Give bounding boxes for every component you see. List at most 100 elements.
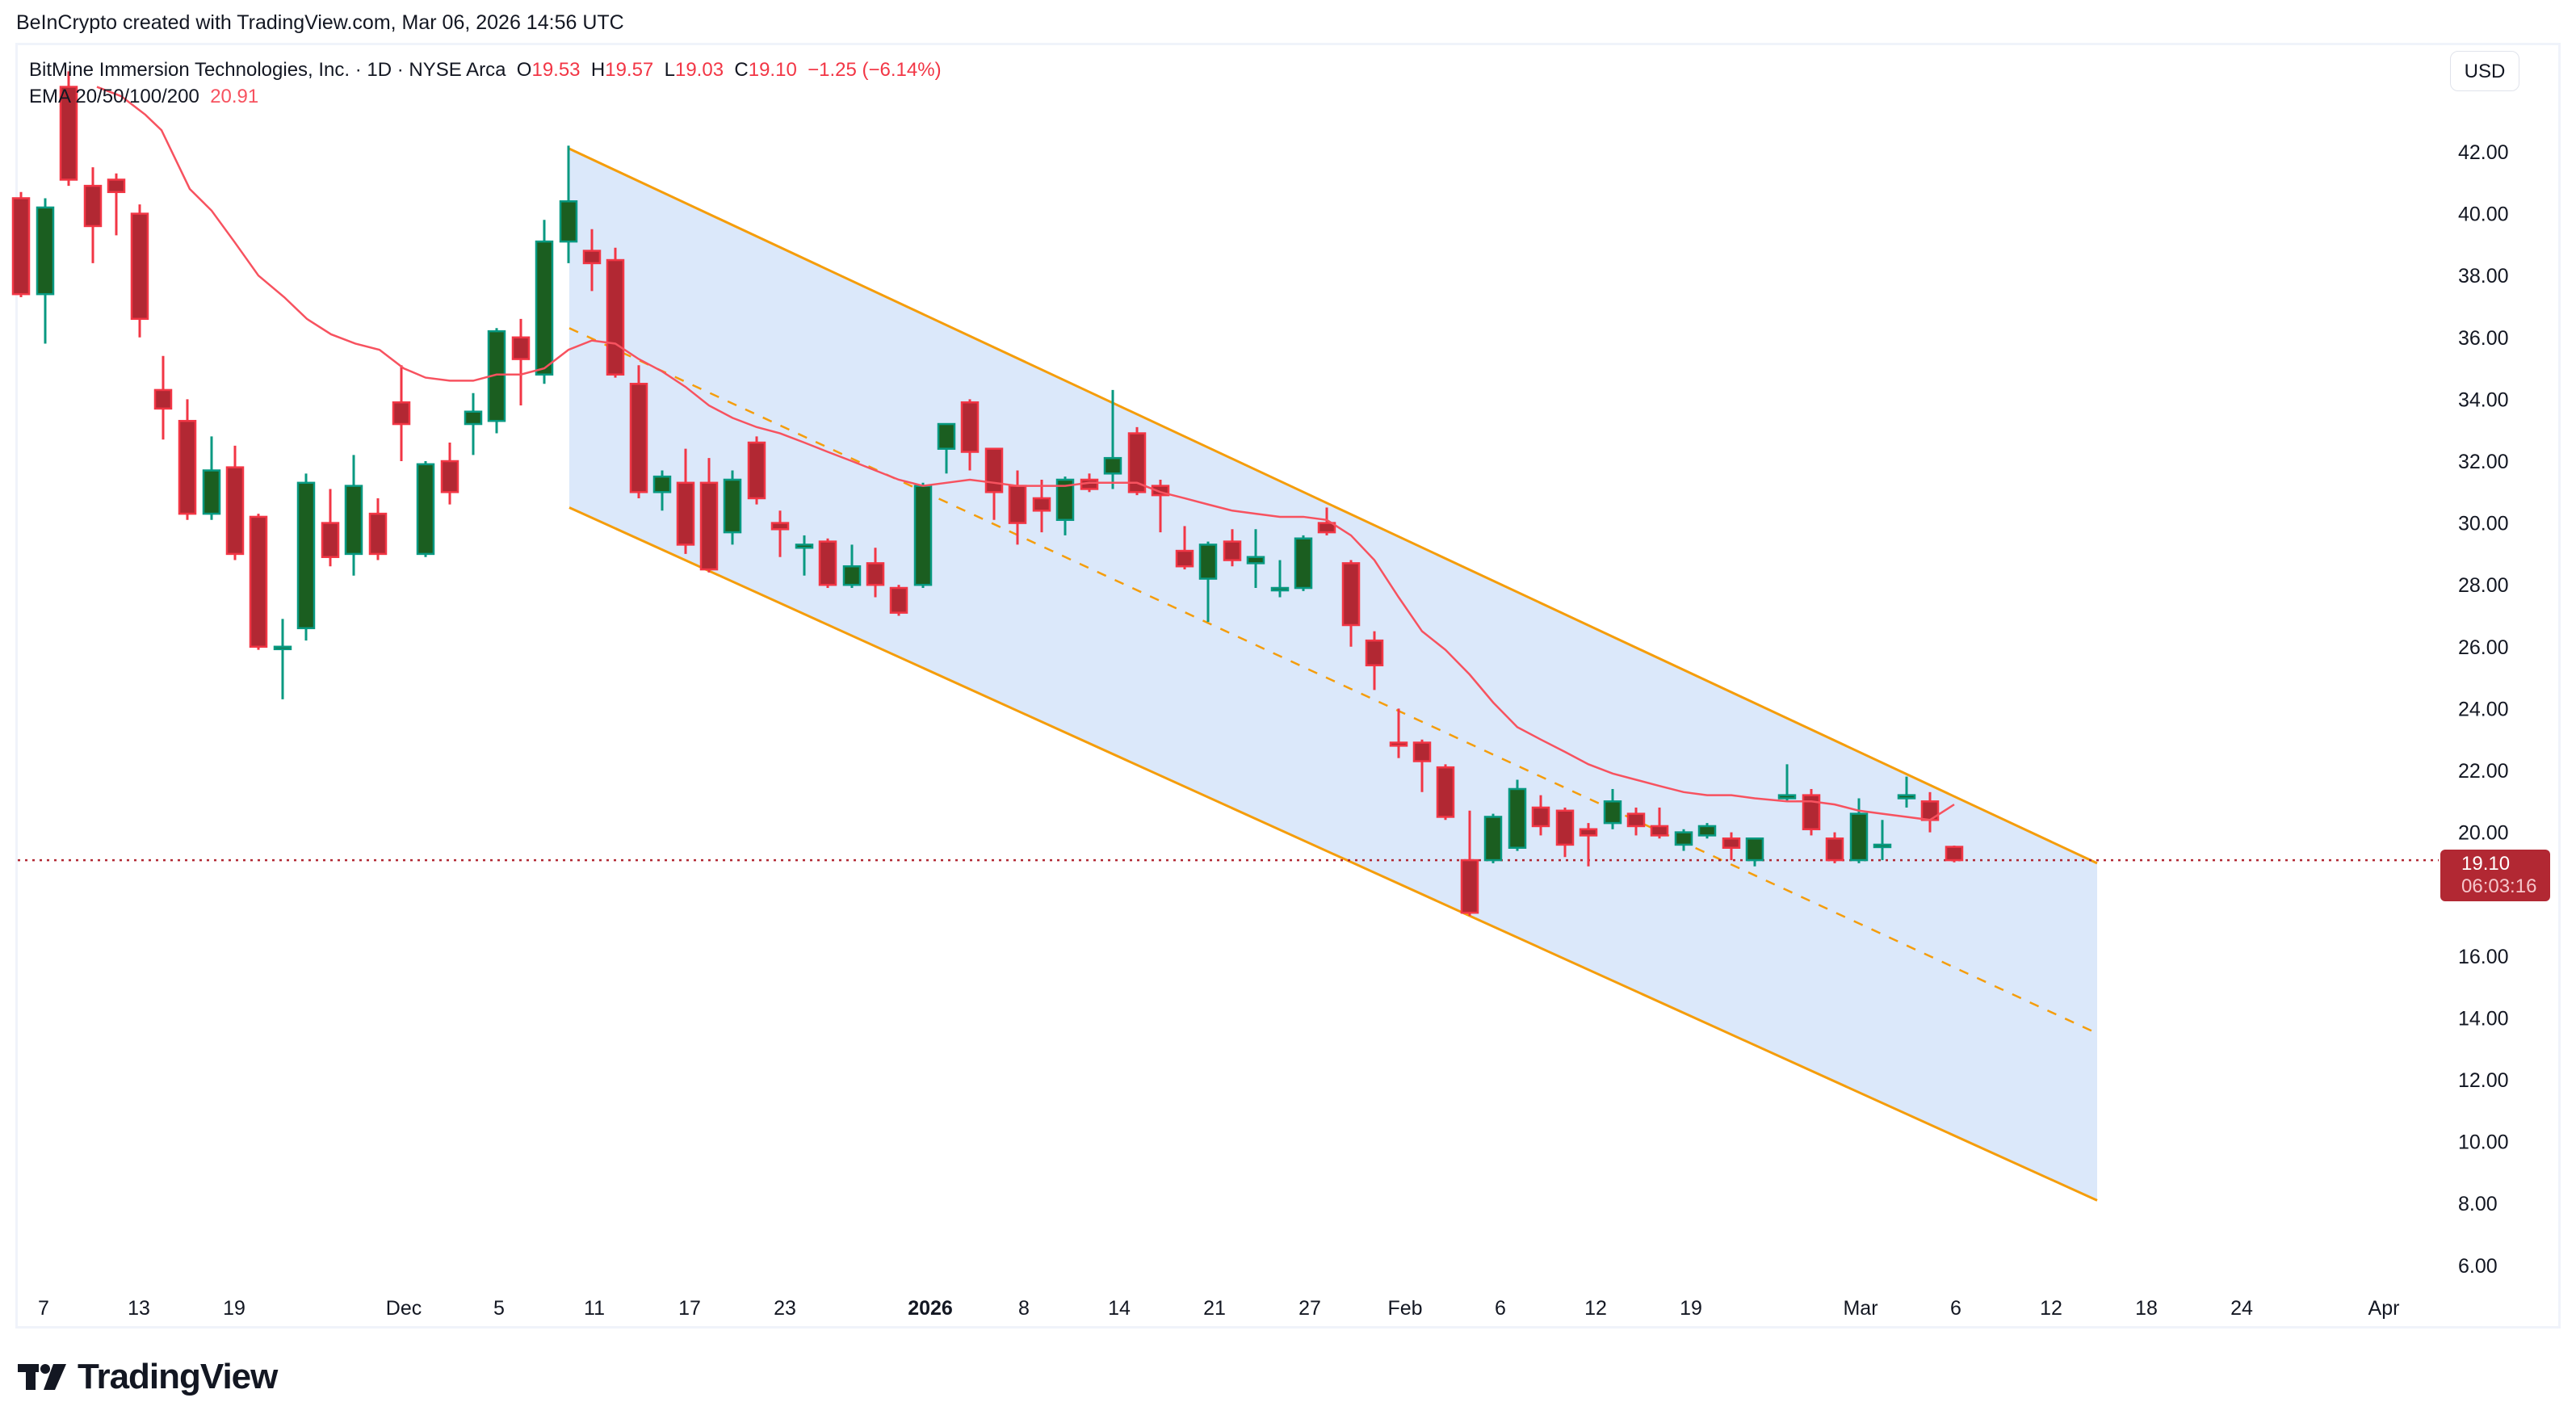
candle[interactable] (1175, 549, 1194, 568)
candle[interactable] (1436, 766, 1455, 818)
candle[interactable] (296, 481, 316, 630)
candle[interactable] (1032, 497, 1051, 512)
candle[interactable] (1697, 825, 1717, 837)
candle[interactable] (1198, 544, 1218, 580)
candle[interactable] (392, 401, 411, 426)
candle[interactable] (1745, 837, 1764, 862)
candle[interactable] (416, 463, 435, 556)
candle[interactable] (1508, 787, 1527, 849)
candle[interactable] (225, 466, 245, 556)
candle[interactable] (842, 565, 862, 586)
high-label: H (590, 59, 606, 81)
candle[interactable] (202, 469, 221, 515)
candle[interactable] (1151, 485, 1170, 497)
candle[interactable] (249, 515, 268, 649)
candle[interactable] (1365, 639, 1384, 667)
candle[interactable] (1223, 540, 1242, 561)
candle[interactable] (1412, 741, 1432, 762)
candle[interactable] (1531, 806, 1550, 828)
candle[interactable] (440, 460, 459, 493)
candle[interactable] (11, 197, 31, 296)
candle[interactable] (1873, 843, 1892, 849)
candle[interactable] (699, 481, 719, 571)
candle[interactable] (464, 410, 483, 426)
candle[interactable] (1389, 741, 1408, 747)
candle[interactable] (1603, 800, 1622, 825)
x-axis-tick: 19 (1680, 1297, 1702, 1320)
channel-upper-line[interactable] (568, 147, 2098, 865)
candle[interactable] (321, 522, 340, 558)
candle[interactable] (1945, 846, 1964, 862)
candle[interactable] (1008, 485, 1027, 524)
y-axis-tick: 36.00 (2458, 327, 2509, 350)
tradingview-logo[interactable]: TradingView (18, 1357, 278, 1397)
y-axis-tick: 8.00 (2458, 1193, 2498, 1215)
candle[interactable] (747, 441, 766, 500)
currency-button[interactable]: USD (2450, 51, 2519, 91)
x-axis-tick: 14 (1108, 1297, 1131, 1320)
candle[interactable] (511, 336, 531, 360)
candle[interactable] (866, 562, 885, 586)
candle[interactable] (1626, 812, 1646, 828)
candle[interactable] (59, 86, 78, 181)
candle[interactable] (1055, 478, 1075, 522)
candle[interactable] (273, 645, 292, 651)
x-axis-tick: 19 (223, 1297, 245, 1320)
candle[interactable] (1849, 812, 1869, 862)
channel-lower-line[interactable] (568, 506, 2098, 1202)
candle[interactable] (178, 419, 197, 515)
candle[interactable] (1294, 537, 1313, 590)
candle[interactable] (913, 485, 933, 586)
candle[interactable] (535, 240, 554, 376)
candle[interactable] (606, 258, 625, 376)
x-axis-tick: 12 (1584, 1297, 1607, 1320)
candle[interactable] (795, 544, 814, 549)
candle[interactable] (1579, 828, 1598, 837)
candle[interactable] (1317, 522, 1336, 534)
candle[interactable] (1246, 556, 1265, 565)
candle[interactable] (1103, 456, 1122, 475)
candle[interactable] (723, 478, 742, 534)
candle[interactable] (1674, 831, 1693, 846)
candle[interactable] (559, 200, 578, 243)
y-axis-tick: 20.00 (2458, 822, 2509, 845)
candle[interactable] (818, 540, 837, 586)
candle[interactable] (1802, 794, 1821, 831)
candle[interactable] (1127, 432, 1147, 493)
channel-middle-line[interactable] (568, 327, 2098, 1035)
y-axis-tick: 12.00 (2458, 1069, 2509, 1092)
candle[interactable] (1897, 794, 1916, 800)
candle[interactable] (1722, 837, 1741, 850)
candle[interactable] (1270, 586, 1290, 592)
candle[interactable] (36, 206, 55, 296)
candle[interactable] (107, 178, 126, 194)
candle[interactable] (83, 184, 103, 228)
candle[interactable] (1777, 794, 1797, 800)
candle[interactable] (984, 447, 1004, 493)
candle[interactable] (153, 388, 173, 410)
y-axis-tick: 30.00 (2458, 513, 2509, 535)
candle[interactable] (368, 512, 388, 556)
candle[interactable] (1483, 816, 1503, 862)
candle[interactable] (770, 522, 790, 531)
candle[interactable] (937, 422, 956, 450)
candle[interactable] (652, 475, 672, 493)
chart-frame (15, 43, 2561, 1329)
bar-countdown: 06:03:16 (2461, 875, 2537, 897)
candle[interactable] (582, 250, 602, 265)
candle[interactable] (130, 212, 149, 321)
candle[interactable] (1650, 825, 1669, 837)
candle[interactable] (676, 481, 695, 546)
candle[interactable] (1341, 562, 1361, 627)
x-axis-tick: 18 (2135, 1297, 2158, 1320)
candle[interactable] (629, 383, 648, 493)
candle[interactable] (1460, 858, 1479, 914)
x-axis-tick: 24 (2230, 1297, 2253, 1320)
candle[interactable] (1555, 809, 1575, 846)
candle[interactable] (1825, 837, 1844, 862)
x-axis-tick: 11 (584, 1297, 605, 1320)
candle[interactable] (960, 401, 980, 453)
candle[interactable] (344, 485, 363, 556)
candle[interactable] (889, 586, 908, 614)
